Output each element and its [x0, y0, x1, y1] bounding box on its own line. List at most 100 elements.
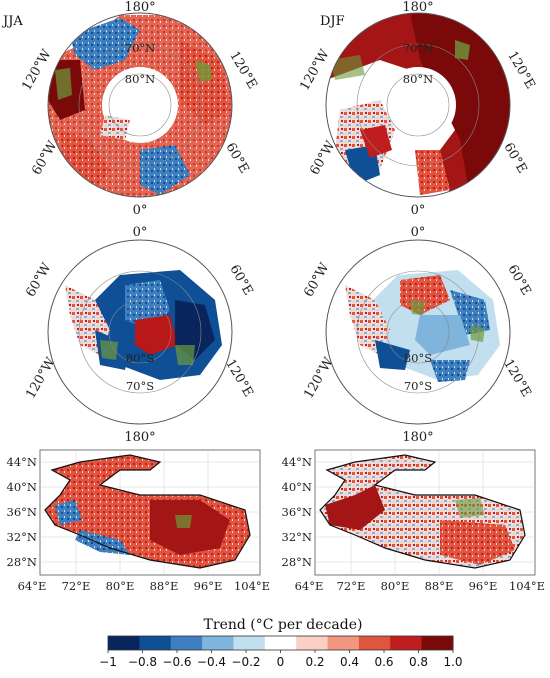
antarctic-jja-80s-ring	[108, 300, 172, 364]
tibet-djf-lon-80: 80°E	[381, 579, 410, 593]
arctic-jja-label-70n: 70°N	[125, 41, 155, 55]
antarctic-djf-label-80s: 80°S	[404, 351, 432, 365]
arctic-djf-data-field	[326, 13, 510, 197]
arctic-djf-label-top: 180°	[402, 0, 433, 15]
colorbar-swatches	[108, 636, 454, 650]
arctic-jja-80n-ring	[108, 73, 172, 137]
arctic-djf-panel: DJF 180° 0° 120°W 120°E 60°W 60°E 70°N 8…	[297, 0, 537, 218]
antarctic-djf-label-70s: 70°S	[404, 379, 432, 393]
arctic-djf-80n-ring	[386, 73, 450, 137]
colorbar-tick-label: −0.6	[162, 655, 191, 669]
tibet-jja-lon-64: 64°E	[18, 579, 47, 593]
antarctic-jja-frame	[47, 239, 233, 425]
antarctic-jja-label-60w: 60°W	[23, 260, 55, 300]
antarctic-djf-panel: 0° 180° 60°W 60°E 120°W 120°E 80°S 70°S	[301, 225, 533, 445]
colorbar-ticks: −1 −0.8 −0.6 −0.4 −0.2 0 0.2 0.4 0.6 0.8 1.0	[99, 650, 463, 669]
antarctic-jja-label-70s: 70°S	[126, 379, 154, 393]
tibet-jja-lon-104: 104°E	[234, 579, 270, 593]
antarctic-djf-80s-ring	[386, 300, 450, 364]
colorbar-swatch	[233, 636, 266, 650]
antarctic-jja-label-bottom: 180°	[124, 430, 155, 445]
tibet-jja-lat-labels: 44°N 40°N 36°N 32°N 28°N	[7, 455, 37, 569]
tibet-djf-lat-44: 44°N	[282, 455, 312, 469]
antarctic-jja-label-120w: 120°W	[23, 355, 59, 402]
arctic-djf-label-70n: 70°N	[403, 41, 433, 55]
arctic-jja-label-top: 180°	[124, 0, 155, 15]
antarctic-jja-label-top: 0°	[133, 225, 148, 240]
colorbar-swatch	[421, 636, 454, 650]
arctic-jja-label-60e: 60°E	[222, 140, 251, 176]
antarctic-jja-data-field	[48, 240, 232, 424]
arctic-jja-70n-ring	[78, 43, 202, 167]
arctic-jja-panel: JJA 180° 0° 120°W 120°E 60°W 60°E 70°N 8…	[1, 0, 260, 218]
colorbar: Trend (°C per decade) −1 −0.8 −0.6 −0.4 −0.2…	[99, 617, 462, 669]
tibet-jja-lon-labels: 64°E 72°E 80°E 88°E 96°E 104°E	[18, 579, 270, 593]
antarctic-jja-label-80s: 80°S	[126, 351, 154, 365]
tibet-djf-lon-64: 64°E	[295, 579, 324, 593]
arctic-djf-70n-ring	[356, 43, 480, 167]
colorbar-tick-label: −0.2	[231, 655, 260, 669]
antarctic-jja-label-120e: 120°E	[222, 357, 255, 400]
arctic-jja-frame	[47, 12, 233, 198]
colorbar-swatch	[108, 636, 140, 650]
colorbar-swatch	[202, 636, 234, 650]
colorbar-swatch	[264, 636, 297, 650]
tibet-jja-panel: 44°N 40°N 36°N 32°N 28°N 64°E 72°E 80°E …	[7, 449, 270, 593]
arctic-jja-label-60w: 60°W	[29, 138, 61, 178]
antarctic-djf-label-bottom: 180°	[402, 430, 433, 445]
colorbar-title: Trend (°C per decade)	[204, 617, 363, 633]
tibet-jja-lat-28: 28°N	[7, 555, 37, 569]
antarctic-djf-label-60w: 60°W	[301, 260, 333, 300]
colorbar-swatch	[327, 636, 360, 650]
colorbar-tick-label: 0.6	[374, 655, 393, 669]
antarctic-jja-70s-ring	[78, 270, 202, 394]
tibet-jja-lat-36: 36°N	[7, 505, 37, 519]
colorbar-tick-label: 0.2	[305, 655, 324, 669]
tibet-djf-lat-labels: 44°N 40°N 36°N 32°N 28°N	[282, 455, 312, 569]
colorbar-tick-label: 0.4	[340, 655, 359, 669]
tibet-djf-data-field	[319, 454, 526, 569]
antarctic-djf-label-60e: 60°E	[504, 262, 533, 298]
colorbar-swatch	[358, 636, 391, 650]
colorbar-tick-label: −0.8	[128, 655, 157, 669]
tibet-djf-lat-32: 32°N	[282, 530, 312, 544]
tibet-jja-lon-80: 80°E	[106, 579, 135, 593]
tibet-djf-lon-104: 104°E	[509, 579, 545, 593]
tibet-djf-lon-72: 72°E	[337, 579, 366, 593]
antarctic-djf-label-120e: 120°E	[500, 357, 533, 400]
arctic-jja-label-bottom: 0°	[133, 203, 148, 218]
tibet-jja-lon-72: 72°E	[62, 579, 91, 593]
antarctic-jja-label-60e: 60°E	[226, 262, 255, 298]
tibet-jja-lon-96: 96°E	[194, 579, 223, 593]
tibet-jja-data-field	[44, 454, 251, 569]
tibet-djf-lat-28: 28°N	[282, 555, 312, 569]
colorbar-swatch	[170, 636, 203, 650]
colorbar-swatch	[296, 636, 329, 650]
arctic-jja-label-80n: 80°N	[125, 72, 155, 86]
antarctic-djf-label-top: 0°	[411, 225, 426, 240]
arctic-djf-label-120e: 120°E	[504, 49, 537, 92]
arctic-djf-label-60e: 60°E	[500, 140, 529, 176]
antarctic-djf-70s-ring	[356, 270, 480, 394]
colorbar-tick-label: 0	[277, 655, 285, 669]
colorbar-tick-label: 1.0	[443, 655, 462, 669]
antarctic-jja-panel: 0° 180° 60°W 60°E 120°W 120°E 80°S 70°S	[23, 225, 255, 445]
tibet-djf-lon-96: 96°E	[469, 579, 498, 593]
antarctic-djf-data-field	[326, 240, 510, 424]
tibet-jja-lat-44: 44°N	[7, 455, 37, 469]
antarctic-djf-label-120w: 120°W	[301, 355, 337, 402]
tibet-jja-lat-32: 32°N	[7, 530, 37, 544]
tibet-jja-lon-88: 88°E	[150, 579, 179, 593]
arctic-djf-frame	[325, 12, 511, 198]
tibet-djf-lat-36: 36°N	[282, 505, 312, 519]
colorbar-swatch	[390, 636, 423, 650]
season-label-jja: JJA	[1, 14, 23, 29]
tibet-jja-lat-40: 40°N	[7, 480, 37, 494]
colorbar-tick-label: −0.4	[197, 655, 226, 669]
tibet-djf-panel: 44°N 40°N 36°N 32°N 28°N 64°E 72°E 80°E …	[282, 449, 545, 593]
antarctic-djf-frame	[325, 239, 511, 425]
arctic-djf-label-bottom: 0°	[411, 203, 426, 218]
tibet-djf-lat-40: 40°N	[282, 480, 312, 494]
arctic-jja-label-120e: 120°E	[226, 49, 259, 92]
